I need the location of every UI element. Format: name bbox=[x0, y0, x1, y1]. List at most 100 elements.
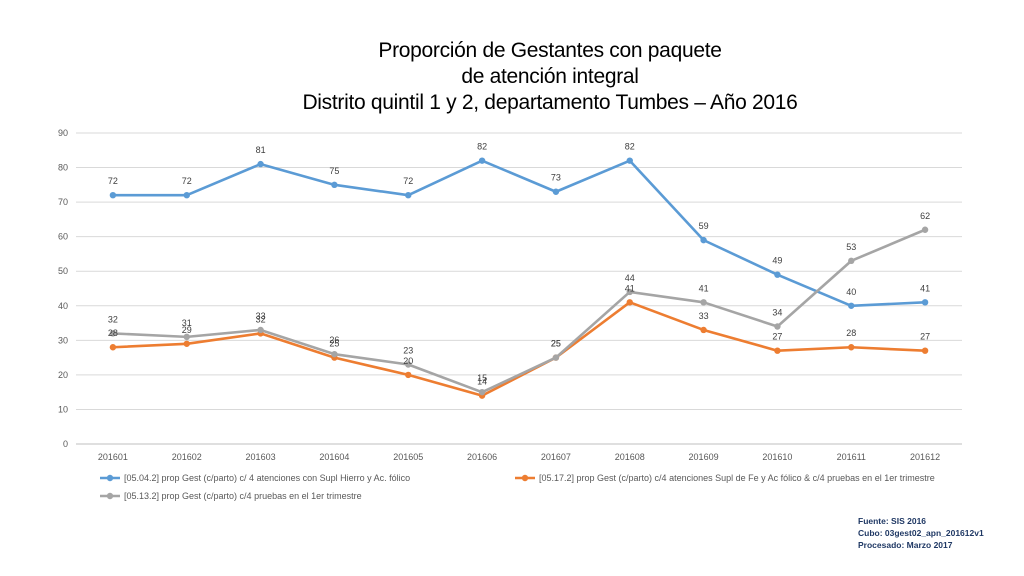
data-point-3 bbox=[331, 350, 338, 358]
data-point-3 bbox=[109, 330, 117, 337]
legend-entry-label: [05.04.2] prop Gest (c/parto) c/ 4 atenc… bbox=[124, 473, 410, 483]
y-tick-label: 20 bbox=[58, 370, 68, 380]
x-tick-label: 201601 bbox=[98, 452, 128, 462]
x-tick-label: 201612 bbox=[910, 452, 940, 462]
x-tick-label: 201609 bbox=[689, 452, 719, 462]
data-point-1 bbox=[257, 160, 264, 168]
data-label-3: 41 bbox=[699, 283, 709, 293]
data-point-1 bbox=[700, 236, 707, 244]
data-labels: 72 72 81 75 72 82 73 82 59 49 40 41 28 29 32 25 20 14 25 41… bbox=[108, 142, 930, 387]
data-point-1 bbox=[552, 188, 560, 195]
series-line-2 bbox=[111, 301, 927, 397]
data-point-2 bbox=[405, 371, 412, 379]
legend-swatch-marker bbox=[521, 474, 529, 482]
series-lines bbox=[109, 157, 929, 399]
data-point-1 bbox=[183, 192, 190, 199]
data-label-2: 41 bbox=[625, 283, 635, 293]
data-label-1: 59 bbox=[699, 221, 709, 231]
data-label-1: 72 bbox=[182, 176, 192, 186]
x-axis-ticks: 201601 201602 201603 201604 201605 201606 2016… bbox=[98, 452, 940, 462]
footnote-source: Fuente: SIS 2016 bbox=[858, 516, 927, 526]
data-label-3: 53 bbox=[846, 242, 856, 252]
data-point-3 bbox=[774, 323, 781, 330]
data-label-1: 75 bbox=[329, 166, 339, 176]
data-point-2 bbox=[626, 299, 633, 306]
data-point-3 bbox=[848, 257, 855, 265]
legend-entry-label: [05.17.2] prop Gest (c/parto) c/4 atenci… bbox=[539, 473, 935, 483]
y-tick-label: 10 bbox=[58, 404, 68, 414]
data-label-3: 26 bbox=[329, 335, 339, 345]
data-label-1: 72 bbox=[108, 176, 118, 186]
data-label-3: 31 bbox=[182, 318, 192, 328]
chart-title-line-1: Proporción de Gestantes con paquete bbox=[378, 39, 722, 62]
data-label-3: 33 bbox=[256, 311, 266, 321]
chart-title-line-3: Distrito quintil 1 y 2, departamento Tum… bbox=[302, 91, 798, 114]
y-tick-label: 70 bbox=[58, 197, 68, 207]
data-point-1 bbox=[774, 271, 781, 278]
x-tick-label: 201608 bbox=[615, 452, 645, 462]
data-label-2: 27 bbox=[920, 332, 930, 342]
data-label-2: 25 bbox=[551, 339, 561, 349]
data-label-2: 28 bbox=[846, 328, 856, 338]
data-label-2: 20 bbox=[403, 356, 413, 366]
data-point-2 bbox=[774, 347, 781, 354]
y-tick-label: 0 bbox=[63, 439, 68, 449]
grid-lines bbox=[76, 132, 962, 445]
data-label-1: 82 bbox=[477, 142, 487, 152]
data-label-2: 25 bbox=[329, 339, 339, 349]
data-label-1: 82 bbox=[625, 142, 635, 152]
data-label-1: 40 bbox=[846, 287, 856, 297]
data-point-3 bbox=[552, 354, 560, 361]
x-tick-label: 201607 bbox=[541, 452, 571, 462]
series-line-3 bbox=[111, 228, 927, 394]
data-label-3: 44 bbox=[625, 273, 635, 283]
data-point-1 bbox=[478, 157, 486, 164]
data-point-3 bbox=[405, 361, 412, 368]
legend-swatch-marker bbox=[106, 492, 114, 500]
y-axis-ticks: 0 10 20 30 40 50 60 70 80 90 bbox=[58, 128, 68, 449]
data-point-1 bbox=[848, 302, 855, 309]
chart-title: Proporción de Gestantes con paquete de a… bbox=[0, 38, 1024, 116]
data-label-2: 28 bbox=[108, 328, 118, 338]
data-label-3: 23 bbox=[403, 346, 413, 356]
y-tick-label: 30 bbox=[58, 335, 68, 345]
data-label-2: 33 bbox=[699, 311, 709, 321]
data-label-1: 73 bbox=[551, 173, 561, 183]
x-tick-label: 201606 bbox=[467, 452, 497, 462]
data-point-3 bbox=[478, 388, 486, 396]
y-tick-label: 90 bbox=[58, 128, 68, 138]
data-label-1: 81 bbox=[256, 145, 266, 155]
data-label-1: 72 bbox=[403, 176, 413, 186]
data-point-3 bbox=[921, 226, 929, 233]
data-label-1: 41 bbox=[920, 283, 930, 293]
x-tick-label: 201603 bbox=[246, 452, 276, 462]
y-tick-label: 40 bbox=[58, 301, 68, 311]
data-point-2 bbox=[921, 347, 929, 354]
data-point-3 bbox=[183, 333, 190, 341]
data-point-3 bbox=[257, 326, 264, 334]
data-label-2: 14 bbox=[477, 377, 487, 387]
x-tick-label: 201605 bbox=[393, 452, 423, 462]
x-tick-label: 201604 bbox=[319, 452, 349, 462]
data-label-3: 62 bbox=[920, 211, 930, 221]
x-tick-label: 201602 bbox=[172, 452, 202, 462]
data-label-2: 27 bbox=[772, 332, 782, 342]
data-label-1: 49 bbox=[772, 256, 782, 266]
data-point-1 bbox=[921, 299, 929, 306]
legend-swatch-marker bbox=[106, 474, 114, 482]
data-label-3: 15 bbox=[477, 373, 487, 383]
legend-entry-label: [05.13.2] prop Gest (c/parto) c/4 prueba… bbox=[124, 491, 362, 501]
x-tick-label: 201611 bbox=[837, 452, 866, 462]
chart-title-line-2: de atención integral bbox=[461, 65, 639, 88]
data-point-3 bbox=[700, 299, 707, 306]
data-point-3 bbox=[626, 288, 633, 296]
data-point-1 bbox=[626, 157, 633, 164]
data-point-1 bbox=[331, 181, 338, 189]
data-label-2: 32 bbox=[256, 314, 266, 324]
data-point-2 bbox=[109, 344, 117, 351]
legend: [05.04.2] prop Gest (c/parto) c/ 4 atenc… bbox=[100, 473, 935, 501]
data-point-1 bbox=[109, 192, 117, 199]
data-point-2 bbox=[700, 326, 707, 334]
footnote-processed: Procesado: Marzo 2017 bbox=[858, 540, 953, 550]
